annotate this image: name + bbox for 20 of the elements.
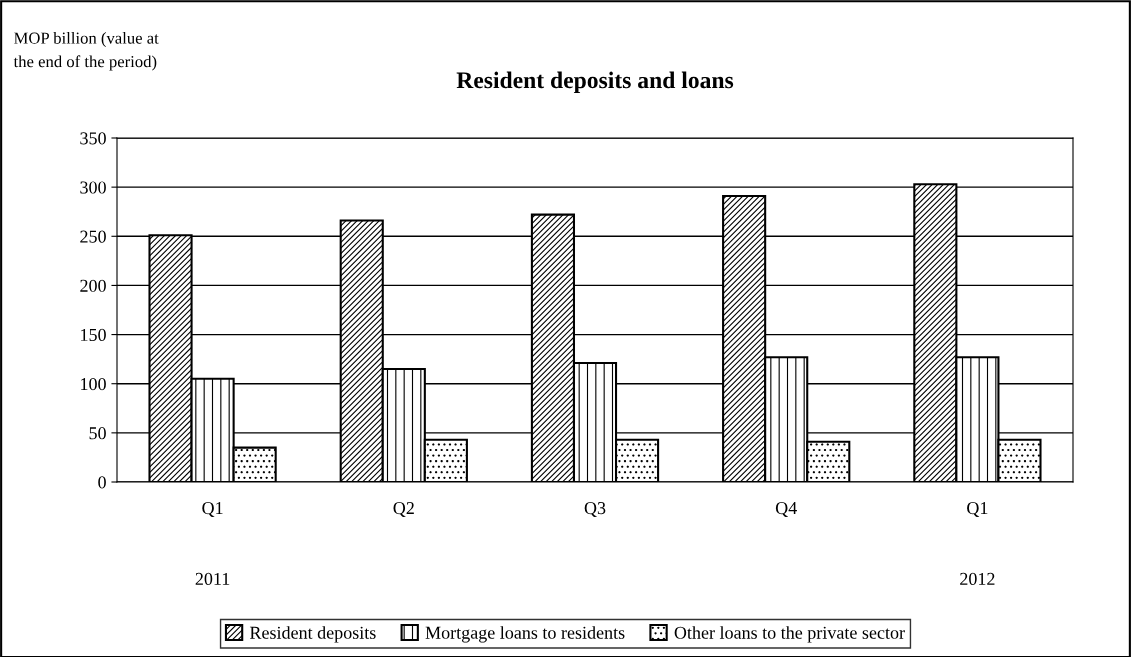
y-tick-label: 350	[80, 132, 106, 145]
x-tick-label: Q2	[393, 502, 414, 517]
x-tick-label: Q3	[584, 502, 606, 517]
y-tick-label: 50	[89, 427, 106, 440]
y-tick-label: 100	[81, 377, 106, 391]
x-tick-label: Q1	[202, 502, 223, 517]
y-tick-label: 250	[80, 230, 106, 243]
y-tick-label: 300	[80, 181, 106, 194]
y-axis-title: MOP billion (value at the end of the period)	[13, 32, 159, 71]
chart-title: Resident deposits and loans	[456, 71, 734, 94]
x-tick-label: Q4	[775, 502, 797, 517]
legend-label: Other loans to the private sector	[674, 626, 905, 643]
text: 2012	[960, 572, 995, 585]
y-tick-label: 200	[80, 279, 106, 292]
x-tick-label: Q1	[967, 502, 988, 517]
text: 2011	[195, 572, 230, 585]
y-tick-label: 150	[81, 328, 106, 342]
legend-label: Mortgage loans to residents	[425, 626, 625, 643]
y-tick-label: 0	[98, 476, 106, 489]
legend-label: Resident deposits	[249, 626, 376, 643]
